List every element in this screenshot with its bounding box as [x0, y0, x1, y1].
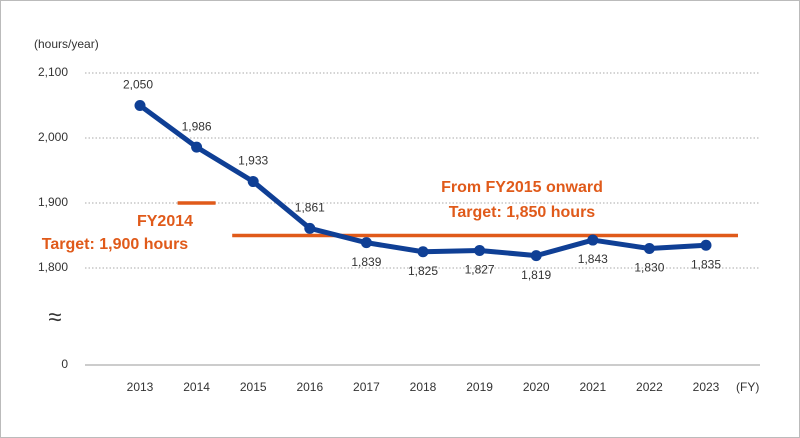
x-tick-label: 2021: [579, 380, 606, 394]
point: [643, 243, 655, 254]
point: [134, 100, 146, 111]
value-label: 1,825: [408, 264, 438, 278]
value-label: 1,843: [578, 252, 608, 266]
value-label: 1,819: [521, 268, 551, 282]
value-label: 1,933: [238, 154, 268, 168]
x-tick-label: 2018: [410, 380, 437, 394]
point: [191, 141, 203, 153]
point: [474, 244, 486, 256]
y-tick-label: 0: [61, 357, 68, 371]
x-tick-label: 2020: [523, 380, 550, 394]
x-tick-label: 2013: [127, 380, 154, 394]
x-tick-label: 2014: [183, 380, 210, 394]
value-label: 2,050: [123, 78, 153, 92]
y-unit-label: (hours/year): [34, 37, 99, 51]
x-tick-label: 2016: [296, 380, 323, 394]
target-label: From FY2015 onward: [441, 179, 603, 196]
point: [530, 250, 542, 262]
x-tick-label: 2015: [240, 380, 267, 394]
point: [587, 234, 599, 246]
value-label: 1,830: [634, 261, 664, 275]
y-tick-label: 1,900: [38, 195, 68, 209]
value-label: 1,839: [351, 255, 381, 269]
x-unit-label: (FY): [736, 380, 759, 394]
y-tick-label: 1,800: [38, 260, 68, 274]
value-label: 1,986: [182, 119, 212, 133]
value-label: 1,835: [691, 257, 721, 271]
x-tick-label: 2023: [693, 380, 720, 394]
x-tick-label: 2017: [353, 380, 380, 394]
point: [417, 246, 429, 258]
y-tick-label: 2,000: [38, 130, 68, 144]
target-label: Target: 1,900 hours: [42, 236, 189, 253]
axis-break: ≈: [48, 304, 61, 331]
x-tick-label: 2019: [466, 380, 493, 394]
value-label: 1,861: [295, 201, 325, 215]
point: [700, 239, 712, 251]
target-label: Target: 1,850 hours: [449, 204, 596, 221]
value-label: 1,827: [465, 263, 495, 277]
point: [247, 176, 259, 188]
y-tick-label: 2,100: [38, 65, 68, 79]
x-tick-label: 2022: [636, 380, 663, 394]
target-label: FY2014: [137, 213, 193, 230]
point: [304, 222, 316, 234]
point: [360, 237, 372, 249]
